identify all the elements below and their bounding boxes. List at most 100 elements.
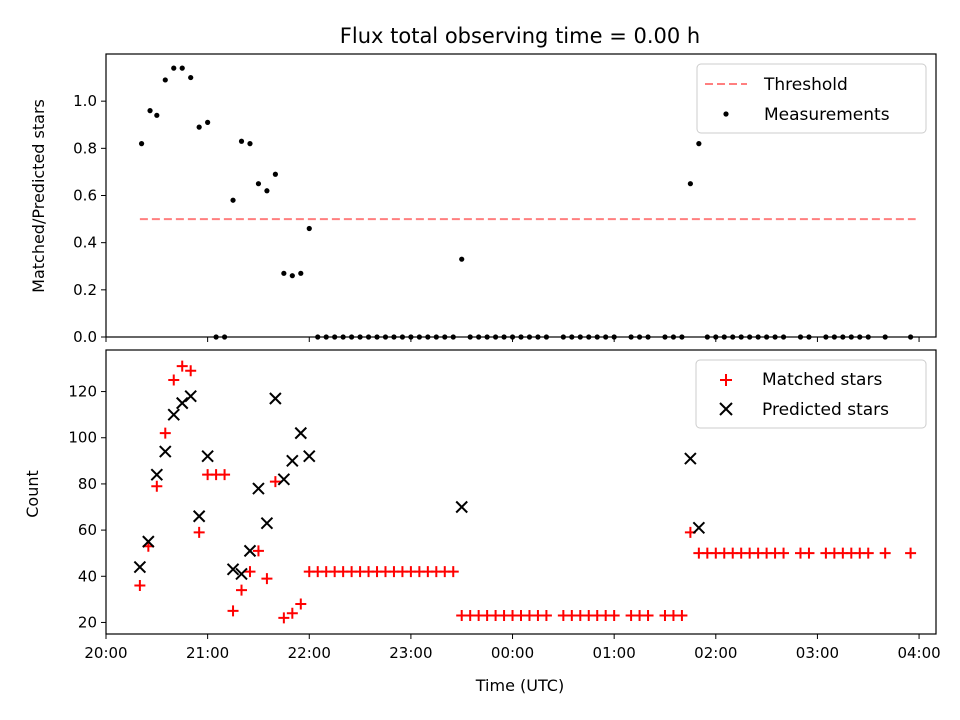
x-tick-label: 22:00 xyxy=(288,644,331,662)
predicted-star-point xyxy=(176,396,189,410)
predicted-star-point xyxy=(684,452,697,465)
measurement-point xyxy=(272,171,278,177)
measurement-point xyxy=(162,77,168,83)
top-y-tick-label: 0.0 xyxy=(73,328,97,346)
matched-star-point xyxy=(642,610,654,622)
top-y-axis-label: Matched/Predicted stars xyxy=(29,99,48,293)
predicted-star-point xyxy=(142,535,155,548)
matched-star-point xyxy=(879,547,891,559)
predicted-star-point xyxy=(455,500,468,514)
matched-star-point xyxy=(244,566,256,578)
matched-star-point xyxy=(261,573,273,585)
x-tick-label: 00:00 xyxy=(491,644,534,662)
bottom-y-axis-label: Count xyxy=(23,470,42,518)
matched-star-point xyxy=(168,374,180,386)
top-legend: Threshold Measurements xyxy=(696,63,927,134)
x-tick-label: 03:00 xyxy=(796,644,839,662)
measurement-point xyxy=(171,65,177,71)
matched-star-point xyxy=(778,547,790,559)
matched-star-point xyxy=(193,526,205,538)
x-tick-label: 04:00 xyxy=(897,644,940,662)
matched-star-point xyxy=(447,566,459,578)
figure-title: Flux total observing time = 0.00 h xyxy=(340,24,700,48)
predicted-star-point xyxy=(277,473,291,486)
bottom-panel: 20 40 60 80 100 120 20:00 21:00 22:00 23:00 00:00 0… xyxy=(23,349,941,695)
bottom-y-tick-label: 40 xyxy=(78,567,97,585)
matched-star-point xyxy=(862,547,874,559)
matched-star-point xyxy=(803,547,815,559)
top-axes-frame xyxy=(105,53,937,338)
matched-star-point xyxy=(219,469,231,481)
predicted-star-point xyxy=(192,510,206,523)
predicted-star-point xyxy=(303,450,316,463)
legend-measurements-label: Measurements xyxy=(764,105,890,125)
x-tick-label: 01:00 xyxy=(593,644,636,662)
top-panel: 0.0 0.2 0.4 0.6 0.8 1.0 Matched/Predicted sta… xyxy=(29,53,937,346)
top-y-tick-label: 1.0 xyxy=(73,92,97,110)
matched-star-point xyxy=(540,610,552,622)
predicted-star-point xyxy=(269,392,282,405)
bottom-y-tick-label: 80 xyxy=(78,475,97,493)
measurement-point xyxy=(205,119,211,125)
measurement-point xyxy=(147,108,153,114)
matched-star-point xyxy=(159,427,171,439)
bottom-legend-box xyxy=(695,359,927,429)
predicted-star-point xyxy=(252,482,265,495)
matched-star-point xyxy=(295,598,307,610)
x-tick-label: 02:00 xyxy=(694,644,737,662)
matched-star-point xyxy=(227,605,239,617)
top-y-tick-label: 0.2 xyxy=(73,281,97,299)
matched-star-point xyxy=(269,476,281,488)
measurement-point xyxy=(247,141,253,147)
measurement-point xyxy=(306,225,312,232)
predicted-star-point xyxy=(167,408,180,421)
predicted-star-point xyxy=(133,560,147,574)
bottom-axes-frame xyxy=(105,349,937,635)
measurement-point xyxy=(264,188,270,194)
matched-star-point xyxy=(236,584,248,596)
matched-star-point xyxy=(151,480,163,492)
matched-star-point xyxy=(278,612,290,624)
predicted-star-point xyxy=(286,454,299,468)
predicted-star-point xyxy=(243,544,257,558)
measurement-point xyxy=(696,141,702,147)
legend-threshold-label: Threshold xyxy=(763,75,848,95)
x-tick-label: 21:00 xyxy=(186,644,229,662)
predicted-star-point xyxy=(226,563,240,576)
measurement-point xyxy=(154,112,160,118)
predicted-star-point xyxy=(150,468,164,481)
top-y-tick-label: 0.4 xyxy=(73,234,97,252)
predicted-star-point xyxy=(235,567,248,581)
matched-star-point xyxy=(185,365,197,377)
predicted-star-point xyxy=(201,450,214,463)
measurement-point xyxy=(196,124,202,130)
predicted-star-point xyxy=(184,389,197,403)
measurement-point xyxy=(179,65,185,71)
bottom-y-tick-label: 100 xyxy=(68,429,97,447)
matched-star-point xyxy=(286,607,298,619)
legend-matched-swatch xyxy=(720,374,732,386)
bottom-legend: Matched stars Predicted stars xyxy=(695,359,927,429)
bottom-y-tick-label: 60 xyxy=(78,521,97,539)
x-tick-label: 23:00 xyxy=(389,644,432,662)
matched-star-point xyxy=(176,360,188,372)
top-legend-box xyxy=(696,63,927,134)
top-y-tick-label: 0.6 xyxy=(73,187,97,205)
matched-star-point xyxy=(608,610,620,622)
bottom-plot-area: 20 40 60 80 100 120 20:00 21:00 22:00 23:00 00:00 0… xyxy=(68,360,941,662)
predicted-star-point xyxy=(159,445,172,458)
x-axis-label: Time (UTC) xyxy=(475,676,564,695)
measurement-point xyxy=(289,273,295,279)
matched-star-point xyxy=(134,580,146,592)
measurement-point xyxy=(230,197,236,203)
bottom-y-tick-label: 120 xyxy=(68,383,97,401)
x-tick-label: 20:00 xyxy=(84,644,127,662)
measurement-point xyxy=(281,270,287,276)
bottom-y-tick-label: 20 xyxy=(78,613,97,631)
measurement-point xyxy=(298,270,304,276)
predicted-star-point xyxy=(294,426,308,440)
measurement-point xyxy=(188,74,194,81)
measurement-point xyxy=(687,181,693,187)
matched-star-point xyxy=(676,610,688,622)
